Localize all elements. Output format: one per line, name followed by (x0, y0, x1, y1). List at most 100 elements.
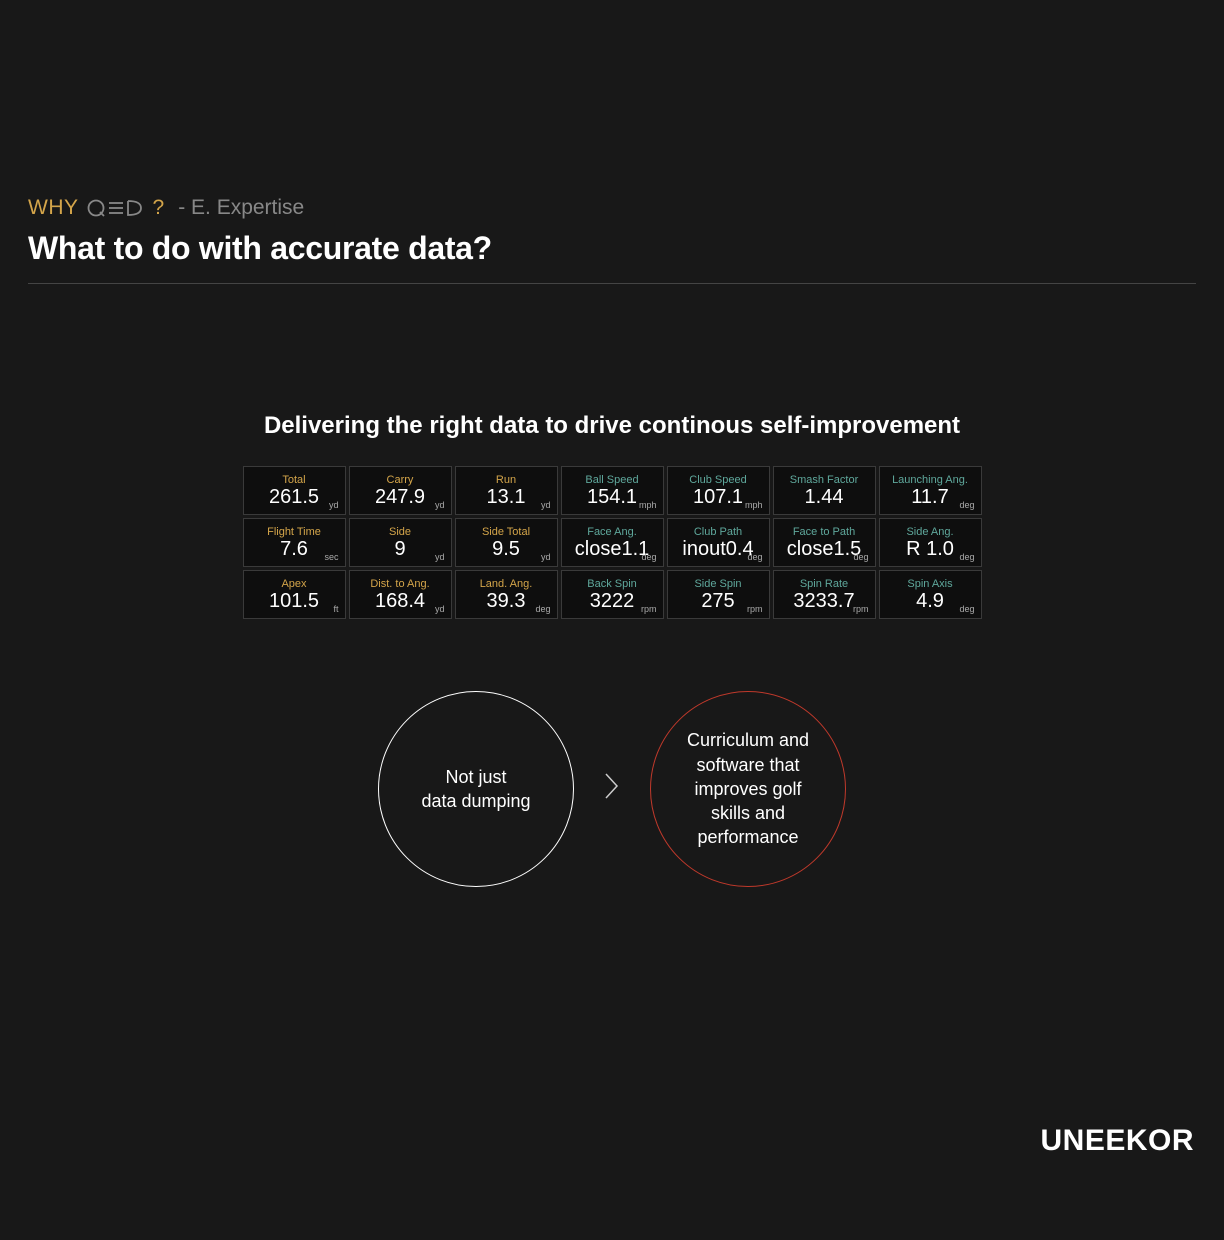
metric-label: Flight Time (267, 526, 321, 538)
metric-unit: deg (959, 500, 974, 510)
metric-cell: Club Speed107.1mph (667, 466, 770, 515)
metric-label: Back Spin (587, 578, 637, 590)
metric-value: close1.5 (787, 539, 862, 559)
metric-value: 3233.7 (793, 591, 854, 611)
question-mark: ? (153, 196, 165, 220)
metric-label: Side Total (482, 526, 530, 538)
subtitle: Delivering the right data to drive conti… (0, 412, 1224, 440)
metric-label: Club Path (694, 526, 742, 538)
metric-cell: Flight Time7.6 sec (243, 518, 346, 567)
metric-value: 1.44 (805, 487, 844, 507)
metric-label: Launching Ang. (892, 474, 968, 486)
circle-left: Not justdata dumping (378, 691, 574, 887)
metric-label: Side Spin (694, 578, 741, 590)
metric-value: 261.5 (269, 487, 319, 507)
header: WHY ? - E. Expertise What to do with acc… (0, 0, 1224, 284)
metric-label: Total (282, 474, 305, 486)
metric-cell: Spin Axis4.9 deg (879, 570, 982, 619)
metric-cell: Back Spin3222 rpm (561, 570, 664, 619)
metric-value: R 1.0 (906, 539, 954, 559)
metric-value: 9.5 (492, 539, 520, 559)
metric-cell: Dist. to Ang.168.4 yd (349, 570, 452, 619)
metric-unit: mph (639, 500, 657, 510)
metric-label: Run (496, 474, 516, 486)
metric-unit: yd (435, 604, 445, 614)
metric-unit: yd (435, 500, 445, 510)
metric-unit: rpm (747, 604, 763, 614)
metric-cell: Apex101.5 ft (243, 570, 346, 619)
page-title: What to do with accurate data? (28, 230, 1196, 267)
metric-cell: Smash Factor1.44 (773, 466, 876, 515)
metric-value: 4.9 (916, 591, 944, 611)
metric-unit: rpm (641, 604, 657, 614)
section-label: - E. Expertise (178, 196, 304, 220)
metric-unit: deg (853, 552, 868, 562)
metric-value: inout0.4 (682, 539, 753, 559)
metric-value: 168.4 (375, 591, 425, 611)
why-label: WHY (28, 196, 79, 220)
metric-cell: Side Spin275 rpm (667, 570, 770, 619)
metric-unit: deg (959, 604, 974, 614)
metric-cell: Side Total9.5 yd (455, 518, 558, 567)
metric-label: Club Speed (689, 474, 747, 486)
metric-unit: yd (541, 500, 551, 510)
metric-unit: mph (745, 500, 763, 510)
metric-value: 247.9 (375, 487, 425, 507)
chevron-right-icon (604, 772, 620, 807)
metric-unit: yd (329, 500, 339, 510)
metric-value: close1.1 (575, 539, 650, 559)
metric-unit: deg (959, 552, 974, 562)
metric-cell: Face Ang.close1.1deg (561, 518, 664, 567)
metric-cell: Side9 yd (349, 518, 452, 567)
metric-value: 101.5 (269, 591, 319, 611)
header-divider (28, 283, 1196, 284)
metric-label: Ball Speed (585, 474, 638, 486)
metric-label: Dist. to Ang. (370, 578, 429, 590)
breadcrumb: WHY ? - E. Expertise (28, 196, 1196, 220)
metric-value: 275 (701, 591, 734, 611)
metric-label: Carry (387, 474, 414, 486)
metric-cell: Run13.1 yd (455, 466, 558, 515)
metric-label: Land. Ang. (480, 578, 533, 590)
metric-label: Side Ang. (906, 526, 953, 538)
metric-unit: deg (535, 604, 550, 614)
brand-logo: UNEEKOR (1040, 1124, 1194, 1158)
metric-value: 107.1 (693, 487, 743, 507)
circles-row: Not justdata dumping Curriculum and soft… (0, 691, 1224, 887)
metric-unit: deg (747, 552, 762, 562)
qed-logo-icon (87, 197, 145, 219)
metric-label: Side (389, 526, 411, 538)
metric-cell: Club Pathinout0.4deg (667, 518, 770, 567)
metric-label: Face to Path (793, 526, 855, 538)
metric-cell: Side Ang.R 1.0 deg (879, 518, 982, 567)
metric-cell: Ball Speed154.1mph (561, 466, 664, 515)
metric-cell: Land. Ang.39.3 deg (455, 570, 558, 619)
metric-label: Spin Rate (800, 578, 848, 590)
metric-unit: sec (324, 552, 338, 562)
metric-cell: Carry247.9 yd (349, 466, 452, 515)
metric-cell: Total261.5 yd (243, 466, 346, 515)
metric-cell: Spin Rate3233.7rpm (773, 570, 876, 619)
metric-cell: Face to Pathclose1.5deg (773, 518, 876, 567)
metric-unit: yd (541, 552, 551, 562)
metric-label: Spin Axis (907, 578, 952, 590)
metric-value: 39.3 (487, 591, 526, 611)
metric-label: Smash Factor (790, 474, 858, 486)
circle-left-text: Not justdata dumping (421, 765, 530, 814)
circle-right-text: Curriculum and software that improves go… (673, 728, 823, 849)
metric-value: 9 (394, 539, 405, 559)
metric-value: 7.6 (280, 539, 308, 559)
metric-label: Apex (281, 578, 306, 590)
metric-unit: ft (333, 604, 338, 614)
metric-cell: Launching Ang.11.7 deg (879, 466, 982, 515)
metric-value: 3222 (590, 591, 635, 611)
metric-value: 11.7 (911, 487, 948, 507)
metric-unit: rpm (853, 604, 869, 614)
circle-right: Curriculum and software that improves go… (650, 691, 846, 887)
metric-label: Face Ang. (587, 526, 637, 538)
metric-unit: yd (435, 552, 445, 562)
metric-value: 13.1 (487, 487, 526, 507)
metrics-grid: Total261.5 yd Carry247.9 yd Run13.1 yd Ball Sp… (0, 466, 1224, 619)
metric-value: 154.1 (587, 487, 637, 507)
metric-unit: deg (641, 552, 656, 562)
